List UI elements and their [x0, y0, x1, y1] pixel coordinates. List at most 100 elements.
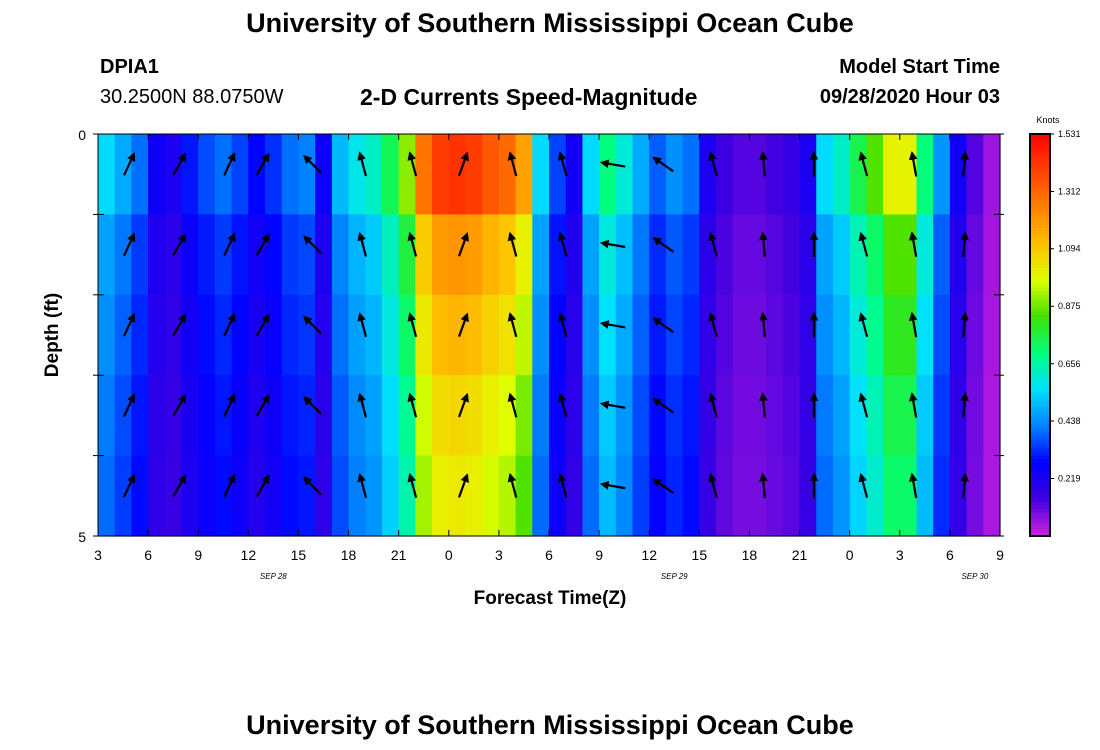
heatmap-cell	[732, 294, 751, 376]
colorbar-segment	[1030, 519, 1050, 524]
heatmap-cell	[849, 294, 867, 376]
heatmap-cell	[649, 214, 667, 296]
x-tick-label: 6	[144, 547, 152, 563]
current-vector-arrow	[858, 472, 869, 498]
colorbar-segment	[1030, 187, 1050, 192]
current-vector-arrow	[708, 151, 718, 177]
heatmap-cell	[98, 375, 116, 457]
heatmap-cell	[181, 375, 199, 457]
heatmap-cell	[281, 375, 300, 457]
colorbar-segment	[1030, 241, 1050, 246]
current-vector-arrow	[599, 480, 626, 490]
heatmap-cell	[849, 214, 867, 296]
colorbar-segment	[1030, 348, 1050, 353]
current-vector-arrow	[303, 235, 323, 255]
colorbar-segment	[1030, 194, 1050, 199]
colorbar-segment	[1030, 234, 1050, 239]
heatmap-cell	[148, 455, 166, 537]
current-vector-arrow	[172, 474, 187, 498]
current-vector-arrow	[599, 159, 626, 169]
current-vector-arrow	[557, 472, 568, 498]
current-vector-arrow	[507, 392, 518, 418]
heatmap-cell	[398, 134, 416, 215]
current-vector-arrow	[908, 392, 918, 418]
heatmap-cell	[766, 455, 784, 537]
heatmap-cell	[398, 375, 416, 457]
current-vector-arrow	[303, 396, 323, 415]
current-vector-arrow	[507, 231, 518, 257]
heatmap-cell	[665, 214, 684, 296]
current-vector-arrow	[507, 312, 518, 338]
colorbar-segment	[1030, 358, 1050, 363]
heatmap-cell	[866, 455, 884, 537]
heatmap-cell	[849, 455, 867, 537]
heatmap-cell	[949, 455, 968, 537]
heatmap-cell	[832, 375, 851, 457]
current-vector-arrow	[357, 392, 368, 418]
colorbar-segment	[1030, 525, 1050, 530]
colorbar-tick-label: 0.875	[1058, 301, 1081, 311]
colorbar-segment	[1030, 405, 1050, 410]
heatmap-cell	[716, 455, 734, 537]
heatmap-cell	[866, 214, 884, 296]
heatmap-cell	[649, 455, 667, 537]
heatmap-cell	[816, 214, 834, 296]
heatmap-cell	[782, 214, 801, 296]
heatmap-cell	[899, 455, 918, 537]
heatmap-cell	[515, 294, 533, 376]
x-tick-label: 3	[896, 547, 904, 563]
heatmap-cell	[315, 455, 333, 537]
current-vector-arrow	[172, 313, 187, 337]
heatmap-cell	[181, 134, 199, 215]
x-axis-title: Forecast Time(Z)	[474, 588, 627, 609]
current-vector-arrow	[908, 150, 918, 177]
heatmap-cell	[465, 375, 483, 457]
current-vector-arrow	[457, 312, 469, 337]
page-title-bottom: University of Southern Mississippi Ocean…	[246, 710, 854, 740]
colorbar-segment	[1030, 371, 1050, 376]
colorbar-segment	[1030, 170, 1050, 175]
colorbar-segment	[1030, 345, 1050, 349]
colorbar-segment	[1030, 278, 1050, 282]
current-vector-arrow	[407, 312, 418, 338]
heatmap-cell	[315, 294, 333, 376]
heatmap-cell	[699, 294, 717, 376]
colorbar-segment	[1030, 177, 1050, 182]
colorbar-segment	[1030, 321, 1050, 326]
colorbar-segment	[1030, 425, 1050, 430]
heatmap-cell	[732, 134, 751, 215]
heatmap-cell	[816, 294, 834, 376]
heatmap-cell	[148, 134, 166, 215]
current-vector-arrow	[652, 237, 675, 253]
current-vector-arrow	[507, 151, 518, 177]
colorbar-segment	[1030, 281, 1050, 286]
current-vector-arrow	[303, 476, 323, 496]
heatmap-cell	[582, 134, 600, 215]
current-vector-arrow	[599, 239, 626, 249]
x-tick-label: 9	[595, 547, 603, 563]
colorbar-title: Knots	[1036, 115, 1060, 125]
current-vector-arrow	[507, 472, 518, 498]
heatmap-cell	[231, 455, 249, 537]
heatmap-cell	[532, 214, 550, 296]
heatmap-cell	[415, 134, 433, 215]
colorbar-segment	[1030, 522, 1050, 527]
current-vector-arrow	[908, 231, 918, 257]
colorbar-frame	[1029, 133, 1051, 537]
station-id: DPIA1	[100, 56, 159, 78]
x-tick-label: 21	[792, 547, 808, 563]
heatmap-cell	[699, 134, 717, 215]
colorbar-segment	[1030, 458, 1050, 463]
current-vector-arrow	[123, 232, 136, 257]
colorbar-segment	[1030, 361, 1050, 366]
colorbar-segment	[1030, 391, 1050, 396]
heatmap-cell	[816, 455, 834, 537]
heatmap-cell	[398, 214, 416, 296]
colorbar-segment	[1030, 184, 1050, 189]
heatmap-cell	[498, 134, 517, 215]
colorbar-segment	[1030, 452, 1050, 457]
heatmap-cell	[515, 214, 533, 296]
heatmap-cell	[766, 294, 784, 376]
colorbar-segment	[1030, 180, 1050, 185]
colorbar-segment	[1030, 412, 1050, 416]
